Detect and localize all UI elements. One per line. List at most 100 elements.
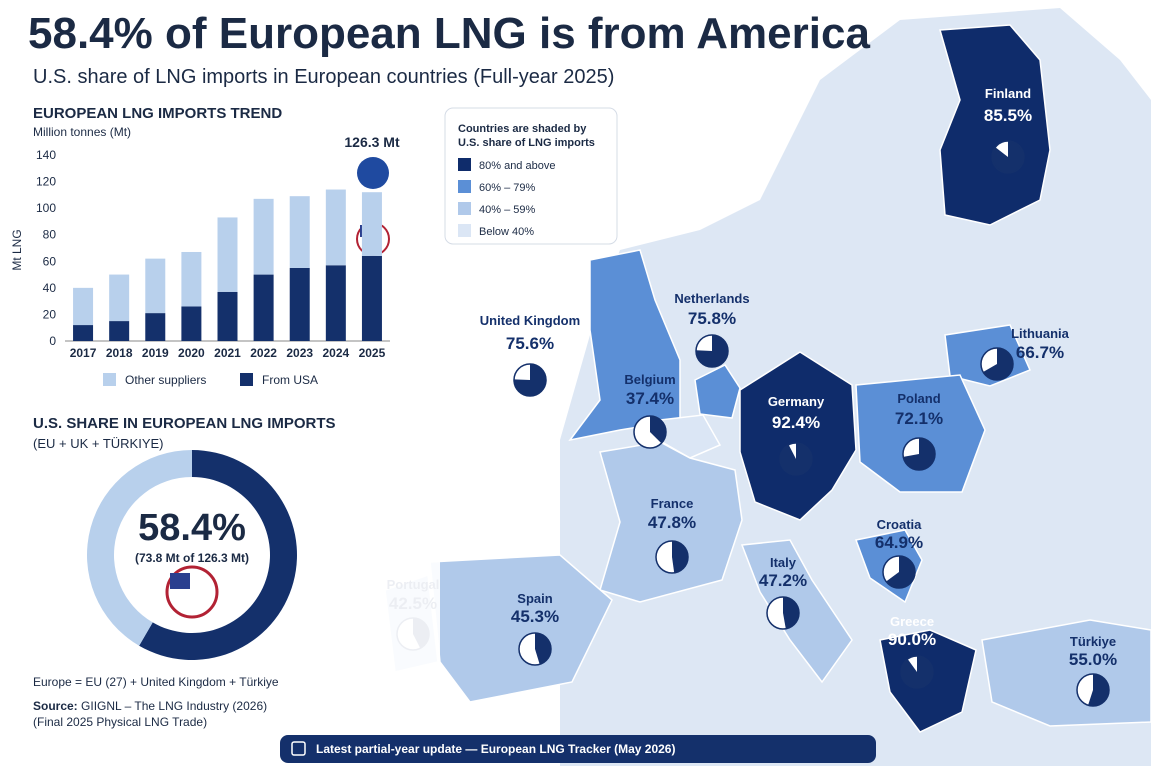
x-tick-label: 2025 bbox=[359, 346, 386, 360]
donut-segment bbox=[86, 450, 192, 646]
pie-outline bbox=[513, 363, 547, 397]
country-name: Italy bbox=[770, 555, 797, 570]
legend-swatch bbox=[240, 373, 253, 386]
bar bbox=[253, 274, 274, 341]
pie-share bbox=[672, 541, 689, 573]
pie-outline bbox=[902, 437, 936, 471]
bar-subtitle: Million tonnes (Mt) bbox=[33, 125, 131, 139]
country-value: 64.9% bbox=[875, 533, 923, 552]
country-value: 92.4% bbox=[772, 413, 820, 432]
bar bbox=[145, 258, 166, 314]
country bbox=[599, 441, 743, 603]
pie-share bbox=[903, 438, 935, 470]
pie-share bbox=[886, 556, 915, 588]
legend-label: Below 40% bbox=[479, 226, 534, 238]
pie-share bbox=[696, 335, 728, 367]
pie-outline bbox=[655, 540, 689, 574]
y-tick-label: 60 bbox=[43, 254, 57, 268]
banner-text: Latest partial-year update — European LN… bbox=[316, 742, 675, 756]
legend-label: From USA bbox=[262, 373, 318, 387]
x-tick-label: 2023 bbox=[286, 346, 313, 360]
pie-outline bbox=[980, 347, 1014, 381]
country-name: Germany bbox=[768, 394, 825, 409]
country-value: 45.3% bbox=[511, 607, 559, 626]
pie-share bbox=[783, 597, 800, 629]
pie-outline bbox=[766, 596, 800, 630]
country-value: 66.7% bbox=[1016, 343, 1064, 362]
country bbox=[739, 351, 857, 521]
country-name: Türkiye bbox=[1070, 634, 1116, 649]
bar bbox=[217, 291, 238, 341]
footer-note: Europe = EU (27) + United Kingdom + Türk… bbox=[33, 675, 279, 689]
donut-center-note: (73.8 Mt of 126.3 Mt) bbox=[135, 551, 249, 565]
pie-outline bbox=[900, 655, 934, 689]
pie-share bbox=[650, 416, 667, 444]
x-tick-label: 2019 bbox=[142, 346, 169, 360]
legend-swatch bbox=[103, 373, 116, 386]
legend-swatch bbox=[458, 180, 471, 193]
country bbox=[855, 374, 986, 493]
country-value: 47.8% bbox=[648, 513, 696, 532]
pie-outline bbox=[518, 632, 552, 666]
country-value: 75.8% bbox=[688, 309, 736, 328]
x-tick-label: 2020 bbox=[178, 346, 205, 360]
donut-subtitle: (EU + UK + TÜRKIYE) bbox=[33, 436, 164, 451]
legend-swatch bbox=[458, 224, 471, 237]
title: 58.4% of European LNG is from America bbox=[28, 9, 870, 58]
legend-swatch bbox=[458, 202, 471, 215]
legend-label: Other suppliers bbox=[125, 373, 206, 387]
x-tick-label: 2022 bbox=[250, 346, 277, 360]
y-axis-label: Mt LNG bbox=[10, 229, 24, 270]
legend-title: U.S. share of LNG imports bbox=[458, 137, 595, 149]
pie-share bbox=[983, 348, 1014, 380]
bar bbox=[361, 255, 382, 341]
bar bbox=[325, 189, 346, 266]
donut-center-label: 58.4% bbox=[138, 507, 246, 549]
bar bbox=[253, 198, 274, 275]
y-tick-label: 40 bbox=[43, 281, 57, 295]
bar bbox=[181, 306, 202, 341]
bar bbox=[181, 251, 202, 307]
country-value: 37.4% bbox=[626, 389, 674, 408]
pie-share bbox=[1088, 674, 1109, 706]
pie-share bbox=[901, 656, 933, 688]
bar bbox=[361, 192, 382, 256]
subtitle: U.S. share of LNG imports in European co… bbox=[33, 66, 614, 88]
bar bbox=[289, 267, 310, 341]
source: Source: GIIGNL – The LNG Industry (2026) bbox=[33, 699, 267, 713]
country bbox=[981, 619, 1151, 727]
pie-share bbox=[514, 364, 546, 396]
country-name: United Kingdom bbox=[480, 313, 580, 328]
y-tick-label: 0 bbox=[49, 334, 56, 348]
pie-share bbox=[535, 633, 551, 665]
country-name: Poland bbox=[897, 391, 940, 406]
legend-label: 40% – 59% bbox=[479, 204, 535, 216]
pie-outline bbox=[991, 140, 1025, 174]
y-tick-label: 120 bbox=[36, 175, 56, 189]
country-name: Finland bbox=[985, 86, 1031, 101]
country-name: France bbox=[651, 496, 694, 511]
bar bbox=[73, 287, 94, 326]
x-tick-label: 2017 bbox=[70, 346, 97, 360]
bar bbox=[289, 196, 310, 268]
country bbox=[939, 24, 1051, 226]
source-label: Source: bbox=[33, 699, 78, 713]
y-tick-label: 80 bbox=[43, 228, 57, 242]
bar bbox=[217, 217, 238, 292]
bar bbox=[109, 274, 130, 322]
country-value: 90.0% bbox=[888, 630, 936, 649]
pie-share bbox=[780, 443, 813, 475]
x-tick-label: 2021 bbox=[214, 346, 241, 360]
eu-flag-icon bbox=[357, 157, 389, 189]
country-name: Lithuania bbox=[1011, 326, 1070, 341]
country-name: Greece bbox=[890, 614, 934, 629]
country-value: 85.5% bbox=[984, 106, 1032, 125]
y-tick-label: 100 bbox=[36, 201, 56, 215]
country-name: Spain bbox=[517, 591, 552, 606]
bar bbox=[145, 313, 166, 341]
pie-outline bbox=[1076, 673, 1110, 707]
source-note: (Final 2025 Physical LNG Trade) bbox=[33, 715, 207, 729]
donut-segment bbox=[139, 450, 297, 660]
donut-title: U.S. SHARE IN EUROPEAN LNG IMPORTS bbox=[33, 415, 336, 432]
calendar-icon bbox=[291, 741, 306, 756]
